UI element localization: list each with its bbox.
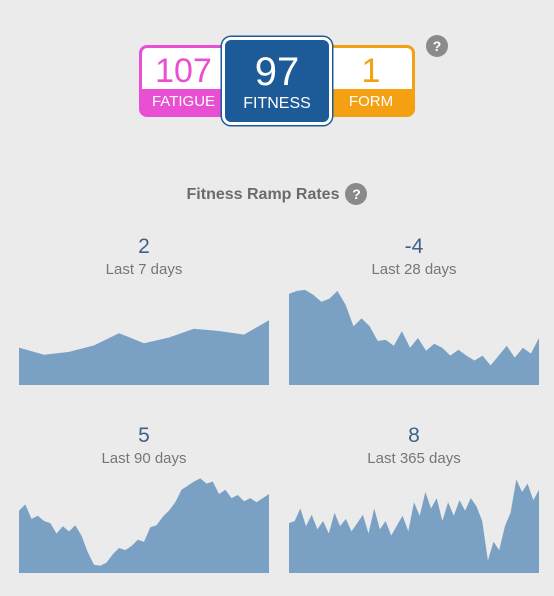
ramp-period: Last 7 days (105, 261, 183, 278)
ramp-area (289, 289, 539, 385)
ramp-area (289, 479, 539, 573)
fitness-label: FITNESS (243, 95, 311, 112)
ramp-rates-title-text: Fitness Ramp Rates (186, 186, 340, 204)
ramp-area-chart (19, 320, 269, 385)
ramp-panel-28-days: -4 Last 28 days (289, 235, 539, 385)
ramp-value: 2 (138, 235, 150, 258)
ramp-area-chart (289, 479, 539, 573)
ramp-rates-title: Fitness Ramp Rates? (0, 183, 554, 206)
ramp-area-chart (289, 289, 539, 385)
fatigue-value: 107 (155, 52, 212, 90)
ramp-area (19, 478, 269, 573)
fatigue-label: FATIGUE (142, 89, 225, 114)
summary-metrics: 107 FATIGUE 97 FITNESS 1 FORM ? (0, 0, 554, 140)
ramp-period: Last 28 days (371, 261, 457, 278)
ramp-value: 5 (138, 424, 150, 447)
fitness-box[interactable]: 97 FITNESS (222, 37, 332, 125)
form-value: 1 (361, 52, 381, 90)
ramp-period: Last 90 days (101, 450, 187, 467)
fatigue-box[interactable]: 107 FATIGUE (139, 45, 225, 117)
question-mark-icon[interactable]: ? (426, 35, 448, 57)
ramp-value: 8 (408, 424, 420, 447)
ramp-area (19, 320, 269, 385)
ramp-panel-90-days: 5 Last 90 days (19, 424, 269, 573)
form-label: FORM (330, 89, 412, 114)
question-mark-icon[interactable]: ? (345, 183, 368, 205)
ramp-panel-365-days: 8 Last 365 days (289, 424, 539, 573)
ramp-period: Last 365 days (367, 450, 461, 467)
ramp-panel-7-days: 2 Last 7 days (19, 235, 269, 385)
ramp-area-chart (19, 478, 269, 573)
ramp-value: -4 (404, 235, 424, 258)
form-box[interactable]: 1 FORM (330, 45, 415, 117)
fitness-value: 97 (254, 50, 300, 94)
